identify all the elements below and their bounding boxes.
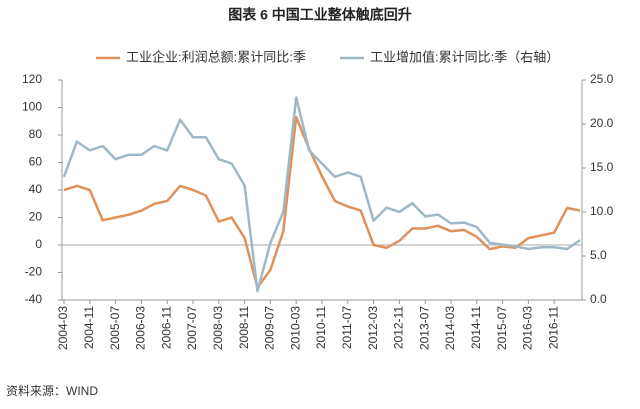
- y-tick-label: 40: [29, 182, 43, 196]
- x-tick-label: 2006-11: [159, 306, 173, 349]
- y-tick-label: -20: [25, 265, 43, 279]
- y-tick-label: 0: [35, 237, 42, 251]
- x-tick-label: 2010-03: [288, 306, 302, 350]
- series-line: [62, 96, 581, 293]
- x-tick-label: 2016-03: [521, 306, 535, 350]
- y-tick-label: -40: [25, 292, 43, 306]
- x-tick-label: 2004-11: [82, 306, 96, 349]
- x-tick-label: 2005-07: [108, 306, 122, 350]
- source: 资料来源：WIND: [6, 384, 98, 398]
- y2-tick-label: 25.0: [590, 72, 614, 86]
- x-tick-label: 2010-11: [314, 306, 328, 349]
- y2-tick-label: 15.0: [590, 160, 614, 174]
- x-tick-label: 2009-07: [263, 306, 277, 350]
- series-line: [63, 115, 581, 289]
- x-tick-label: 2008-03: [211, 306, 225, 350]
- x-tick-label: 2004-03: [56, 306, 70, 350]
- y-tick-label: 80: [29, 127, 43, 141]
- x-tick-label: 2014-11: [469, 306, 483, 349]
- x-tick-label: 2016-11: [546, 306, 560, 349]
- x-tick-label: 2007-07: [185, 306, 199, 350]
- chart-title: 图表 6 中国工业整体触底回升: [228, 7, 412, 23]
- x-tick-label: 2015-07: [495, 306, 509, 350]
- x-tick-label: 2014-03: [443, 306, 457, 350]
- legend-label: 工业企业:利润总额:累计同比:季: [126, 49, 306, 64]
- x-tick-label: 2008-11: [237, 306, 251, 349]
- x-tick-label: 2012-03: [366, 306, 380, 350]
- legend-label: 工业增加值:累计同比:季（右轴）: [370, 49, 559, 64]
- x-tick-label: 2011-07: [340, 306, 354, 349]
- y-tick-label: 60: [29, 155, 43, 169]
- y2-tick-label: 20.0: [590, 116, 614, 130]
- x-tick-label: 2012-11: [392, 306, 406, 349]
- y2-tick-label: 10.0: [590, 204, 614, 218]
- y2-tick-label: 0.0: [590, 292, 607, 306]
- y-tick-label: 20: [29, 210, 43, 224]
- y2-tick-label: 5.0: [590, 248, 607, 262]
- x-tick-label: 2013-07: [417, 306, 431, 350]
- y-tick-label: 120: [22, 72, 42, 86]
- y-tick-label: 100: [22, 100, 42, 114]
- x-tick-label: 2006-03: [134, 306, 148, 350]
